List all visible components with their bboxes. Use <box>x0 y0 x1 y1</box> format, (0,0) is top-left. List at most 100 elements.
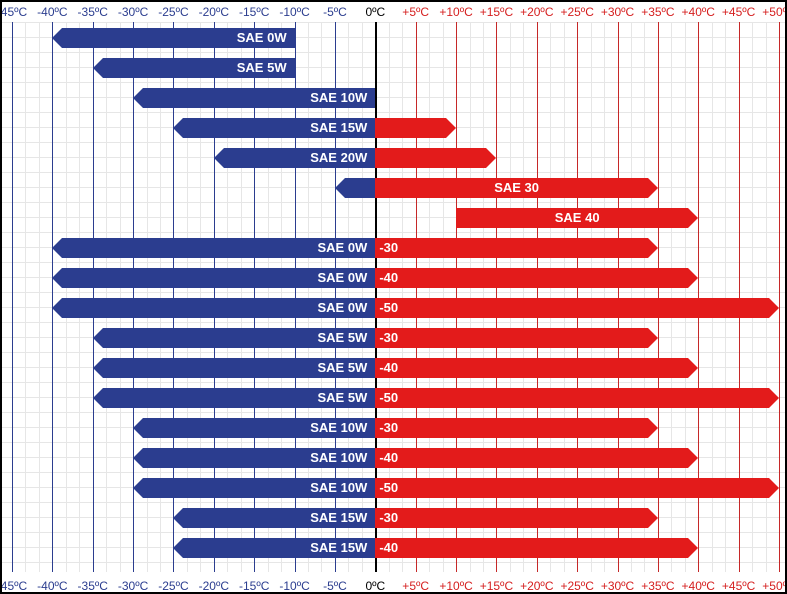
bar-hot-label: -40 <box>379 268 398 288</box>
axis-tick-label: +15ºC <box>480 579 513 593</box>
bar-hot-label: SAE 40 <box>555 208 600 228</box>
temperature-range-chart: -45ºC-45ºC-40ºC-40ºC-35ºC-35ºC-30ºC-30ºC… <box>0 0 787 594</box>
gridline <box>93 22 94 572</box>
axis-tick-label: -40ºC <box>37 5 67 19</box>
axis-tick-label: -35ºC <box>78 579 108 593</box>
arrow-right-icon <box>688 358 698 378</box>
bar-hot-label: -40 <box>379 358 398 378</box>
arrow-right-icon <box>446 118 456 138</box>
bar-cold-label: SAE 15W <box>310 538 367 558</box>
axis-tick-label: -25ºC <box>158 5 188 19</box>
axis-tick-label: -45ºC <box>0 5 27 19</box>
arrow-right-icon <box>688 538 698 558</box>
axis-tick-label: -30ºC <box>118 5 148 19</box>
bar-cold-label: SAE 20W <box>310 148 367 168</box>
bar-cold-label: SAE 15W <box>310 118 367 138</box>
hot-range-bar <box>375 418 648 438</box>
arrow-left-icon <box>133 418 143 438</box>
axis-tick-label: +5ºC <box>402 579 429 593</box>
arrow-right-icon <box>769 478 779 498</box>
axis-tick-label: -5ºC <box>323 5 347 19</box>
axis-tick-label: +35ºC <box>641 579 674 593</box>
arrow-left-icon <box>52 238 62 258</box>
arrow-left-icon <box>173 538 183 558</box>
bar-hot-label: SAE 30 <box>494 178 539 198</box>
hot-range-bar <box>375 358 688 378</box>
axis-tick-label: -10ºC <box>279 579 309 593</box>
arrow-right-icon <box>648 328 658 348</box>
gridline <box>12 22 13 572</box>
arrow-left-icon <box>133 88 143 108</box>
axis-tick-label: +45ºC <box>722 5 755 19</box>
hot-range-bar <box>375 298 769 318</box>
axis-tick-label: -45ºC <box>0 579 27 593</box>
arrow-left-icon <box>93 388 103 408</box>
axis-tick-label: +35ºC <box>641 5 674 19</box>
bar-cold-label: SAE 5W <box>317 328 367 348</box>
cold-range-bar <box>345 178 375 198</box>
arrow-left-icon <box>173 508 183 528</box>
bar-cold-label: SAE 5W <box>317 388 367 408</box>
axis-tick-label: +50ºC <box>762 5 787 19</box>
axis-tick-label: -10ºC <box>279 5 309 19</box>
bar-hot-label: -30 <box>379 418 398 438</box>
bar-hot-label: -40 <box>379 538 398 558</box>
bar-hot-label: -40 <box>379 448 398 468</box>
axis-tick-label: -35ºC <box>78 5 108 19</box>
hot-range-bar <box>375 448 688 468</box>
axis-tick-label: +30ºC <box>601 579 634 593</box>
axis-tick-label: +40ºC <box>682 5 715 19</box>
hot-range-bar <box>375 388 769 408</box>
arrow-right-icon <box>648 238 658 258</box>
arrow-left-icon <box>335 178 345 198</box>
axis-tick-label: -20ºC <box>199 5 229 19</box>
bar-cold-label: SAE 0W <box>317 238 367 258</box>
bar-cold-label: SAE 15W <box>310 508 367 528</box>
axis-tick-label: +20ºC <box>520 5 553 19</box>
arrow-left-icon <box>173 118 183 138</box>
arrow-left-icon <box>52 28 62 48</box>
bar-cold-label: SAE 10W <box>310 448 367 468</box>
bar-hot-label: -50 <box>379 388 398 408</box>
bar-hot-label: -50 <box>379 478 398 498</box>
axis-tick-label: 0ºC <box>365 579 385 593</box>
axis-tick-label: +40ºC <box>682 579 715 593</box>
arrow-left-icon <box>214 148 224 168</box>
arrow-left-icon <box>93 358 103 378</box>
arrow-right-icon <box>688 268 698 288</box>
axis-tick-label: +15ºC <box>480 5 513 19</box>
axis-tick-label: -15ºC <box>239 5 269 19</box>
arrow-right-icon <box>769 298 779 318</box>
arrow-left-icon <box>133 478 143 498</box>
axis-tick-label: -25ºC <box>158 579 188 593</box>
arrow-right-icon <box>648 178 658 198</box>
axis-tick-label: 0ºC <box>365 5 385 19</box>
axis-tick-label: +25ºC <box>560 5 593 19</box>
gridline <box>779 22 780 572</box>
arrow-right-icon <box>648 508 658 528</box>
arrow-right-icon <box>486 148 496 168</box>
hot-range-bar <box>375 478 769 498</box>
arrow-left-icon <box>52 298 62 318</box>
bar-cold-label: SAE 10W <box>310 88 367 108</box>
gridline <box>52 22 53 572</box>
axis-tick-label: +10ºC <box>439 5 472 19</box>
hot-range-bar <box>375 118 446 138</box>
axis-tick-label: +30ºC <box>601 5 634 19</box>
bar-cold-label: SAE 10W <box>310 478 367 498</box>
hot-range-bar <box>375 538 688 558</box>
bar-cold-label: SAE 5W <box>317 358 367 378</box>
axis-tick-label: -40ºC <box>37 579 67 593</box>
axis-tick-label: +5ºC <box>402 5 429 19</box>
axis-tick-label: +25ºC <box>560 579 593 593</box>
axis-tick-label: -20ºC <box>199 579 229 593</box>
hot-range-bar <box>375 238 648 258</box>
hot-range-bar <box>375 508 648 528</box>
arrow-left-icon <box>93 328 103 348</box>
axis-tick-label: -15ºC <box>239 579 269 593</box>
hot-range-bar <box>375 268 688 288</box>
arrow-left-icon <box>52 268 62 288</box>
bar-hot-label: -30 <box>379 238 398 258</box>
arrow-right-icon <box>688 208 698 228</box>
axis-tick-label: +50ºC <box>762 579 787 593</box>
